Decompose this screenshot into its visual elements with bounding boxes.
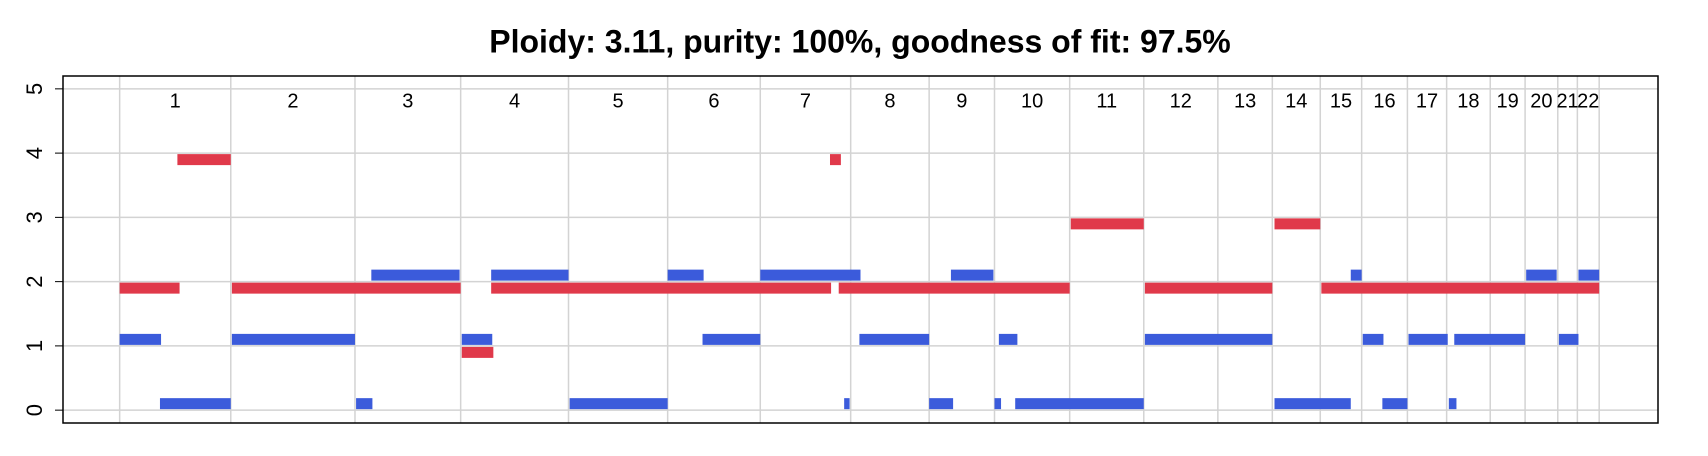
chromosome-label: 22: [1577, 90, 1599, 112]
chromosome-label: 19: [1497, 90, 1519, 112]
chromosome-label: 20: [1530, 90, 1552, 112]
segment: [231, 333, 355, 345]
y-tick-label: 4: [22, 147, 47, 159]
segment: [1015, 398, 1144, 410]
y-tick-label: 1: [22, 340, 47, 352]
segment: [667, 269, 704, 281]
chromosome-label: 3: [402, 90, 413, 112]
chromosome-label: 21: [1556, 90, 1578, 112]
segment: [1578, 269, 1600, 281]
chromosome-label: 2: [287, 90, 298, 112]
segment: [1070, 218, 1144, 230]
chromosome-label: 12: [1170, 90, 1192, 112]
segment: [356, 398, 373, 410]
segment: [159, 398, 231, 410]
segment: [1362, 333, 1384, 345]
segment: [461, 346, 494, 358]
chromosome-label: 16: [1373, 90, 1395, 112]
segment: [838, 282, 1070, 294]
segment: [859, 333, 930, 345]
segment: [1526, 269, 1557, 281]
plot-frame: [62, 75, 1659, 424]
segment: [1382, 398, 1408, 410]
segment: [950, 269, 994, 281]
segment: [702, 333, 761, 345]
y-tick-label: 3: [22, 211, 47, 223]
chromosome-label: 14: [1285, 90, 1307, 112]
chart-title: Ploidy: 3.11, purity: 100%, goodness of …: [489, 23, 1231, 59]
y-tick-label: 5: [22, 83, 47, 95]
segment: [760, 269, 861, 281]
segment: [1448, 398, 1457, 410]
segment: [231, 282, 461, 294]
segment: [1144, 282, 1273, 294]
segment: [1350, 269, 1362, 281]
segment: [1454, 333, 1526, 345]
segment: [491, 269, 569, 281]
segment: [491, 282, 832, 294]
segment: [1558, 333, 1579, 345]
segment: [119, 282, 180, 294]
segment: [929, 398, 954, 410]
chromosome-label: 8: [884, 90, 895, 112]
segment: [1144, 333, 1273, 345]
segment: [998, 333, 1018, 345]
chromosome-label: 1: [170, 90, 181, 112]
segment: [371, 269, 460, 281]
segment: [1408, 333, 1448, 345]
segment: [844, 398, 850, 410]
segment: [994, 398, 1002, 410]
y-tick-label: 0: [22, 404, 47, 416]
chromosome-label: 5: [613, 90, 624, 112]
chromosome-label: 15: [1330, 90, 1352, 112]
chromosome-label: 7: [800, 90, 811, 112]
segment: [1274, 218, 1321, 230]
segment: [119, 333, 162, 345]
chromosome-label: 13: [1234, 90, 1256, 112]
chromosome-label: 9: [956, 90, 967, 112]
chromosome-label: 17: [1416, 90, 1438, 112]
segment: [569, 398, 668, 410]
segment: [1274, 398, 1351, 410]
chromosome-label: 6: [708, 90, 719, 112]
chromosome-label: 11: [1096, 90, 1117, 112]
chromosome-label: 10: [1021, 90, 1043, 112]
chromosome-label: 18: [1457, 90, 1479, 112]
y-tick-label: 2: [22, 276, 47, 288]
segment: [1321, 282, 1600, 294]
segment: [461, 333, 493, 345]
segment: [177, 154, 231, 166]
chromosome-label: 4: [509, 90, 520, 112]
segment: [829, 154, 841, 166]
